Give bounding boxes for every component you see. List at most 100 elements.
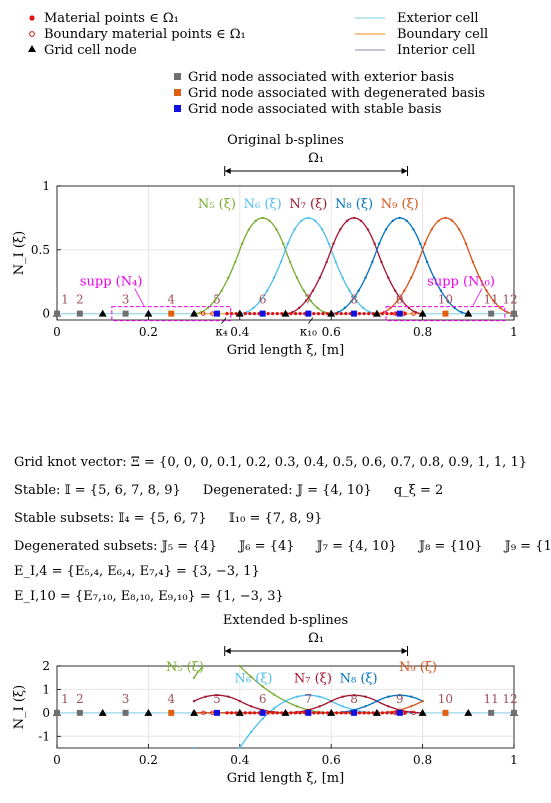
series-point (460, 310, 463, 314)
series-point (261, 717, 264, 720)
material-point (266, 312, 270, 316)
series-point (387, 705, 390, 708)
grid-cell-node (235, 708, 244, 716)
series-point (377, 242, 381, 245)
eq-stable-subsets-row: Stable subsets: 𝕀₄ = {5, 6, 7} 𝕀₁₀ = {7,… (14, 511, 340, 526)
kappa-pointer-4 (221, 317, 227, 324)
x-tick-label: 1 (510, 753, 518, 767)
material-point (389, 312, 394, 316)
series-point (457, 228, 461, 231)
node-label: 4 (167, 692, 175, 706)
series-point (307, 694, 310, 697)
series-point (192, 699, 196, 703)
series-point (250, 730, 253, 734)
node-label: 6 (259, 692, 267, 706)
series-point (432, 276, 436, 279)
material-point (225, 711, 229, 715)
material-point (367, 711, 371, 715)
material-point (243, 711, 247, 715)
series-point (444, 216, 447, 220)
series-point (247, 228, 251, 231)
basis-node (351, 310, 358, 317)
material-point (271, 711, 275, 715)
grid-cell-node (418, 708, 427, 716)
basis-node (442, 709, 449, 716)
material-point (234, 312, 238, 316)
series-point (425, 260, 429, 264)
series-point (380, 260, 383, 264)
series-point (373, 242, 376, 245)
series-point (403, 289, 406, 292)
node-label: 3 (122, 692, 130, 706)
grid-cell-node (327, 309, 336, 317)
series-point (437, 219, 440, 222)
grid-cell-node (372, 309, 381, 317)
eq-stable-row: Stable: 𝕀 = {5, 6, 7, 8, 9} Degenerated:… (14, 483, 461, 498)
grid-cell-node (464, 708, 473, 716)
node-label: 2 (76, 293, 84, 307)
basis-node (76, 310, 83, 317)
series-point (266, 289, 269, 292)
material-point (339, 312, 343, 316)
series-label: N₇ (ξ) (289, 197, 327, 212)
material-point (357, 711, 362, 715)
legend-label-boundary-cell: Boundary cell (397, 27, 488, 42)
legend-marker-exterior-node (174, 73, 181, 80)
material-point (248, 711, 252, 715)
node-label: 7 (305, 293, 313, 307)
series-point (298, 306, 301, 310)
series-point (220, 289, 223, 292)
series-point (361, 306, 365, 310)
series-point (250, 705, 253, 708)
series-point (439, 289, 443, 292)
kappa-label-10: κ₁₀ (300, 325, 317, 339)
basis-node (396, 310, 403, 317)
supp-box-n4 (111, 306, 232, 322)
basis-node (305, 709, 312, 716)
basis-node (122, 709, 129, 716)
series-point (325, 260, 328, 264)
legend-label-stable-node: Grid node associated with stable basis (188, 102, 442, 117)
grid-cell-node (372, 708, 381, 716)
x-tick-label: 0 (53, 753, 61, 767)
node-label: 9 (396, 293, 404, 307)
material-point (275, 312, 279, 316)
series-point (332, 242, 335, 245)
basis-node (168, 310, 175, 317)
series-point (409, 705, 413, 708)
series-point (295, 276, 299, 279)
x-tick-label: 0.4 (230, 753, 249, 767)
series-label: N₈ (ξ) (340, 671, 378, 686)
series-point (192, 746, 196, 750)
node-label: 8 (350, 293, 358, 307)
basis-node (213, 310, 220, 317)
axes-frame (56, 185, 515, 321)
series-point (355, 299, 358, 302)
series-point (302, 289, 305, 292)
series-point (407, 306, 411, 310)
series-point (364, 276, 367, 279)
series-point (213, 299, 216, 302)
series-point (409, 276, 413, 279)
material-point (321, 312, 325, 316)
series-point (398, 694, 401, 697)
eq-deg-subset-7: 𝕁₇ = {4, 10} (316, 539, 397, 554)
node-label: 2 (76, 692, 84, 706)
material-point (335, 711, 339, 715)
material-point (312, 711, 316, 715)
legend-label-material: Material points ∈ Ω₁ (44, 11, 179, 26)
eq-deg-subset-6: 𝕁₆ = {4} (239, 539, 295, 554)
basis-node (213, 709, 220, 716)
grid-cell-node (190, 708, 199, 716)
eq-knot-vector: Grid knot vector: Ξ = {0, 0, 0, 0.1, 0.2… (14, 455, 527, 470)
material-point (280, 312, 284, 316)
node-label: 12 (502, 692, 517, 706)
grid-cell-node (418, 309, 427, 317)
x-tick-label: 0.6 (322, 753, 341, 767)
material-point (335, 312, 339, 316)
legend-label-exterior: Exterior cell (397, 11, 479, 26)
domain-arrow-left-head (224, 168, 231, 174)
eq-degenerated-subsets-row: Degenerated subsets: 𝕁₅ = {4} 𝕁₆ = {4} 𝕁… (14, 539, 551, 554)
material-point (316, 711, 321, 715)
node-label: 10 (438, 692, 453, 706)
